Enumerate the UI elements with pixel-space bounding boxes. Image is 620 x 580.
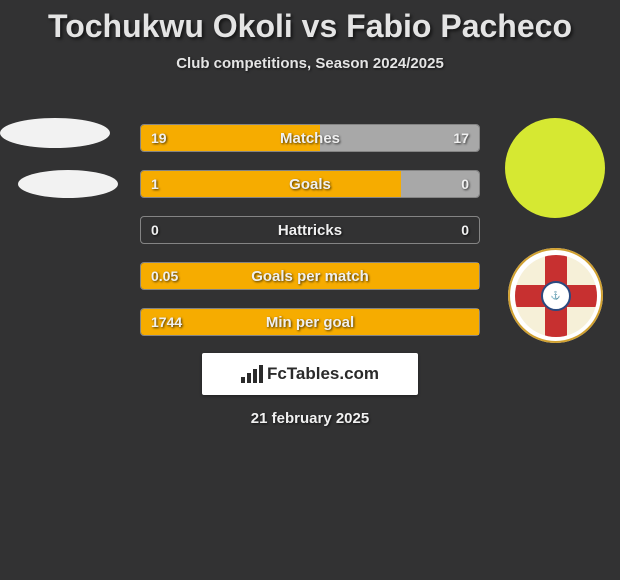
ellipse-icon: [18, 170, 118, 198]
stat-label: Hattricks: [278, 222, 342, 239]
stat-value-right: 0: [461, 176, 469, 192]
ellipse-icon: [0, 118, 110, 148]
stat-row-goals: 1 Goals 0: [140, 170, 480, 198]
stat-row-matches: 19 Matches 17: [140, 124, 480, 152]
stat-label: Goals: [289, 176, 331, 193]
club-badge: ⚓: [508, 248, 603, 343]
bar-chart-icon: [241, 365, 263, 383]
stat-value-right: 17: [453, 130, 469, 146]
date-label: 21 february 2025: [0, 410, 620, 427]
stat-value-left: 1744: [151, 314, 182, 330]
stat-value-left: 19: [151, 130, 167, 146]
stat-value-right: 0: [461, 222, 469, 238]
stat-value-left: 1: [151, 176, 159, 192]
stats-container: 19 Matches 17 1 Goals 0 0 Hattricks 0 0.…: [140, 124, 480, 354]
brand-label: FcTables.com: [267, 364, 379, 384]
stat-label: Goals per match: [251, 268, 369, 285]
stat-row-goals-per-match: 0.05 Goals per match: [140, 262, 480, 290]
page-title: Tochukwu Okoli vs Fabio Pacheco: [0, 0, 620, 45]
player-avatar-circle: [505, 118, 605, 218]
stat-value-left: 0: [151, 222, 159, 238]
stat-bar-left: [141, 171, 401, 197]
stat-label: Matches: [280, 130, 340, 147]
left-avatar-placeholder: [0, 118, 120, 198]
stat-row-hattricks: 0 Hattricks 0: [140, 216, 480, 244]
stat-row-min-per-goal: 1744 Min per goal: [140, 308, 480, 336]
club-badge-inner: ⚓: [515, 255, 597, 337]
right-avatar-group: ⚓: [500, 118, 610, 343]
stat-label: Min per goal: [266, 314, 354, 331]
brand-box: FcTables.com: [202, 353, 418, 395]
subtitle: Club competitions, Season 2024/2025: [0, 55, 620, 72]
anchor-icon: ⚓: [541, 281, 571, 311]
stat-value-left: 0.05: [151, 268, 178, 284]
